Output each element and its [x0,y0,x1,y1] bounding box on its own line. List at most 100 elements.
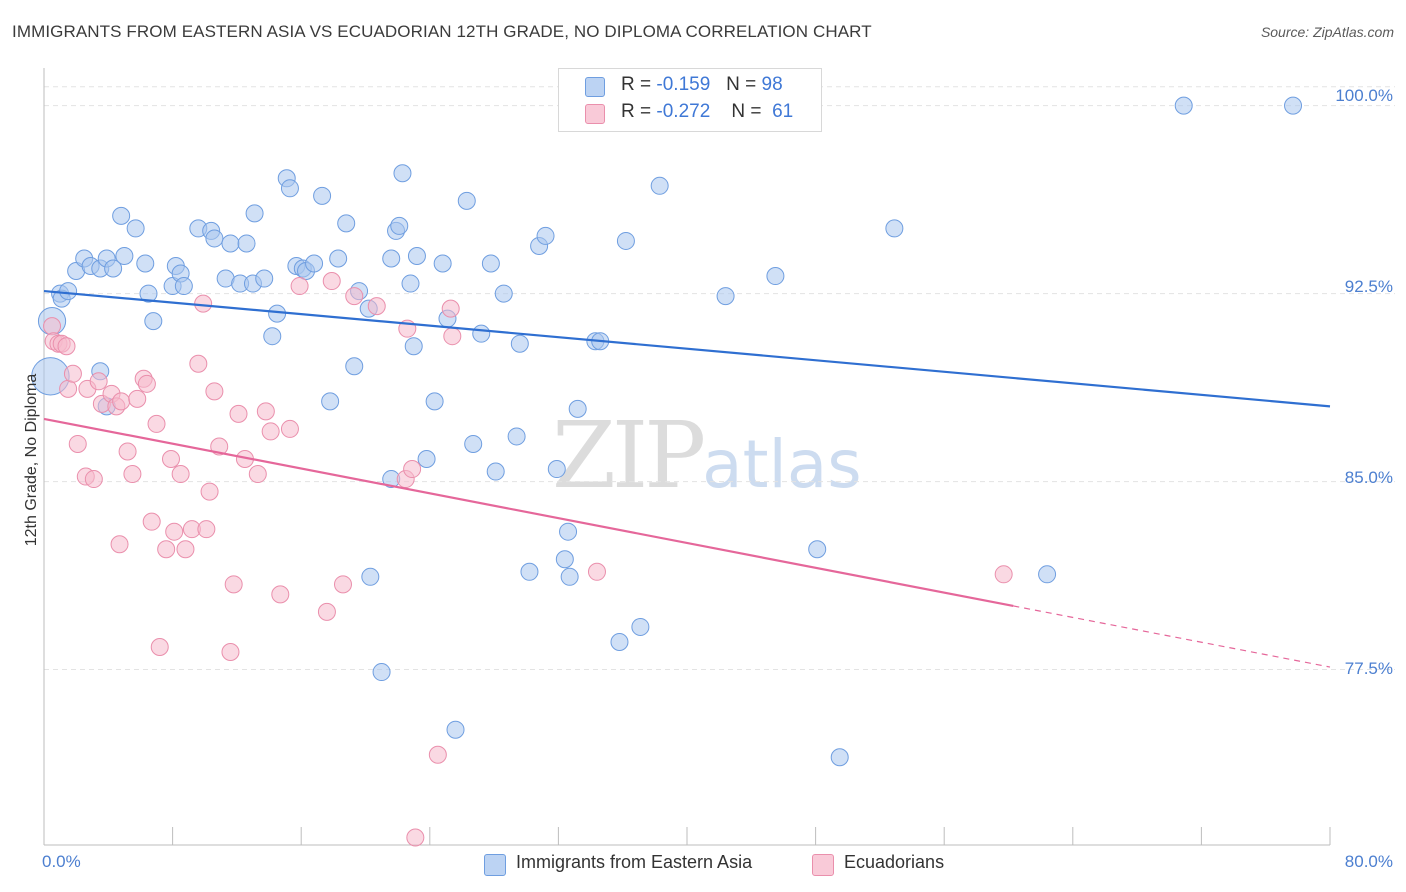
point-ecuadorian [147,414,166,433]
point-eastern-asia [126,219,145,238]
point-eastern-asia [494,284,513,303]
point-eastern-asia [280,179,299,198]
point-ecuadorian [63,364,82,383]
point-eastern-asia [1284,96,1303,115]
legend-r-label: R = [621,74,652,95]
point-ecuadorian [229,404,248,423]
point-ecuadorian [137,374,156,393]
watermark-atlas: atlas [702,426,862,503]
point-eastern-asia [255,269,274,288]
point-eastern-asia [555,550,574,569]
point-eastern-asia [407,246,426,265]
point-ecuadorian [271,585,290,604]
point-eastern-asia [536,226,555,245]
point-eastern-asia [390,216,409,235]
point-ecuadorian [403,460,422,479]
point-eastern-asia [104,259,123,278]
point-eastern-asia [520,562,539,581]
point-eastern-asia [507,427,526,446]
point-ecuadorian [587,562,606,581]
point-eastern-asia [716,287,735,306]
point-ecuadorian [406,828,425,847]
x-tick-label-max: 80.0% [1344,852,1393,871]
point-eastern-asia [393,164,412,183]
source-label: Source: ZipAtlas.com [1260,24,1394,40]
point-ecuadorian [322,272,341,291]
point-eastern-asia [221,234,240,253]
point-eastern-asia [313,186,332,205]
point-ecuadorian [194,294,213,313]
point-eastern-asia [115,246,134,265]
trend-line-eastern-asia [43,289,1331,408]
point-ecuadorian [68,434,87,453]
point-ecuadorian [89,372,108,391]
point-eastern-asia [205,229,224,248]
point-eastern-asia [136,254,155,273]
legend-r-value: -0.159 [656,74,711,95]
legend-n-value: 61 [772,101,794,122]
point-eastern-asia [830,748,849,767]
point-ecuadorian [157,540,176,559]
bottom-legend-swatch-blue [484,854,506,876]
point-eastern-asia [404,337,423,356]
legend-n-label: N = [731,101,762,122]
watermark-zip: ZIP [552,402,706,509]
legend-n-value: 98 [761,74,783,95]
point-eastern-asia [425,392,444,411]
point-ecuadorian [261,422,280,441]
point-ecuadorian [256,402,275,421]
point-eastern-asia [321,392,340,411]
point-eastern-asia [372,663,391,682]
point-ecuadorian [84,470,103,489]
watermark: ZIPatlas [552,402,862,509]
point-eastern-asia [417,450,436,469]
point-eastern-asia [112,206,131,225]
point-ecuadorian [317,602,336,621]
point-eastern-asia [144,312,163,331]
legend: R = -0.159 N = 98 R = -0.272 N = 61 [558,68,822,132]
x-tick-label-min: 0.0% [42,852,81,871]
point-ecuadorian [221,643,240,662]
point-ecuadorian [333,575,352,594]
point-eastern-asia [481,254,500,273]
legend-swatch-blue [585,77,605,97]
point-eastern-asia [237,234,256,253]
point-eastern-asia [1038,565,1057,584]
point-ecuadorian [224,575,243,594]
point-ecuadorian [43,317,62,336]
point-ecuadorian [441,299,460,318]
point-ecuadorian [197,520,216,539]
point-eastern-asia [245,204,264,223]
point-eastern-asia [268,304,287,323]
point-ecuadorian [994,565,1013,584]
point-eastern-asia [329,249,348,268]
point-eastern-asia [568,399,587,418]
point-eastern-asia [631,617,650,636]
point-ecuadorian [345,287,364,306]
point-ecuadorian [150,637,169,656]
point-eastern-asia [559,522,578,541]
point-ecuadorian [161,450,180,469]
point-eastern-asia [263,327,282,346]
bottom-legend-swatch-pink [812,854,834,876]
point-eastern-asia [610,632,629,651]
point-eastern-asia [885,219,904,238]
point-ecuadorian [248,465,267,484]
point-eastern-asia [486,462,505,481]
point-ecuadorian [367,297,386,316]
point-eastern-asia [59,282,78,301]
point-eastern-asia [560,567,579,586]
y-tick-label: 85.0% [1344,468,1393,487]
point-eastern-asia [510,334,529,353]
legend-r-label: R = [621,101,652,122]
y-tick-label: 77.5% [1344,659,1393,678]
chart-title: IMMIGRANTS FROM EASTERN ASIA VS ECUADORI… [12,22,872,41]
point-ecuadorian [57,337,76,356]
point-eastern-asia [464,434,483,453]
point-ecuadorian [200,482,219,501]
trend-line-ecuadorian [43,417,1014,608]
point-eastern-asia [547,460,566,479]
point-eastern-asia [305,254,324,273]
y-tick-label: 92.5% [1344,277,1393,296]
point-eastern-asia [401,274,420,293]
